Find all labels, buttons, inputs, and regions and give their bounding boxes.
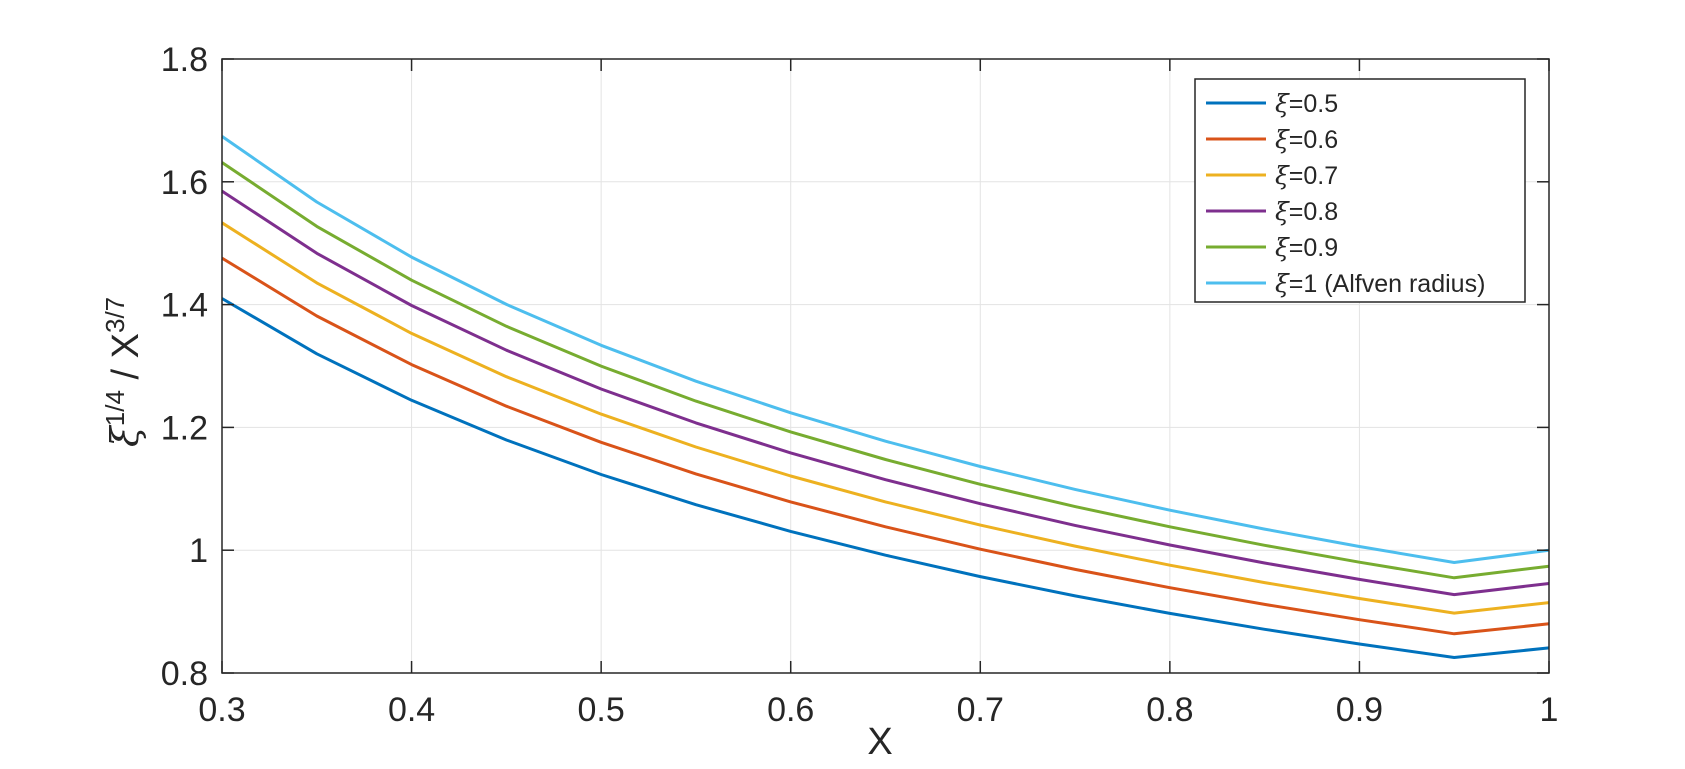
y-tick-label: 1.4 [161, 287, 208, 325]
legend-symbol: ξ [1275, 89, 1290, 118]
series-line-3 [221, 221, 1550, 615]
legend-item: ξ=0.5 [1206, 89, 1338, 118]
series-line-2 [221, 256, 1550, 636]
legend-symbol: ξ [1275, 233, 1290, 262]
legend-item: ξ=1 (Alfven radius) [1206, 269, 1485, 298]
legend-label: ξ=0.9 [1275, 233, 1338, 262]
y-tick-label: 1 [189, 532, 208, 570]
legend-label: ξ=0.7 [1275, 161, 1338, 190]
y-axis-symbol: ξ [103, 424, 147, 447]
x-tick-label: 0.9 [1336, 691, 1383, 729]
legend-symbol: ξ [1275, 125, 1290, 154]
series-line-6 [221, 135, 1550, 564]
x-tick-label: 0.8 [1146, 691, 1193, 729]
series-line-4 [221, 189, 1550, 597]
x-tick-label: 0.7 [957, 691, 1004, 729]
legend-symbol: ξ [1275, 197, 1290, 226]
x-tick-label: 0.3 [198, 691, 245, 729]
legend-name: =0.9 [1289, 234, 1338, 262]
axes-box [221, 58, 1550, 674]
y-axis-sup1: 1/4 [100, 390, 130, 426]
series-line-1 [221, 297, 1550, 659]
y-axis-divider: / X [105, 333, 147, 390]
y-axis-title: ξ1/4 / X3/7 [100, 297, 147, 447]
legend-name: =0.8 [1289, 198, 1338, 226]
x-tick-label: 0.4 [388, 691, 435, 729]
x-axis-title: X [867, 721, 892, 763]
series-layer [221, 135, 1550, 659]
legend-symbol: ξ [1275, 161, 1290, 190]
legend-label: ξ=0.8 [1275, 197, 1338, 226]
legend-item: ξ=0.8 [1206, 197, 1338, 226]
x-tick-label: 1 [1540, 691, 1559, 729]
legend-name: =1 (Alfven radius) [1289, 270, 1486, 298]
tick-labels: 0.3 0.4 0.5 0.6 0.7 0.8 0.9 1 0.8 1 1.2 1.4 1.6 1.8 [161, 41, 1559, 729]
series-line-5 [221, 161, 1550, 580]
y-tick-label: 1.2 [161, 409, 208, 447]
axes [221, 58, 1550, 674]
legend-label: ξ=0.6 [1275, 125, 1338, 154]
legend-box [1194, 78, 1526, 303]
x-tick-label: 0.6 [767, 691, 814, 729]
y-axis-sup2: 3/7 [100, 297, 130, 333]
y-tick-label: 1.6 [161, 164, 208, 202]
legend-symbol: ξ [1275, 269, 1290, 298]
legend-name: =0.5 [1289, 90, 1338, 118]
legend-label: ξ=0.5 [1275, 89, 1338, 118]
legend-item: ξ=0.7 [1206, 161, 1338, 190]
legend-item: ξ=0.9 [1206, 233, 1338, 262]
svg-text:ξ1/4 / X3/7: ξ1/4 / X3/7 [100, 297, 147, 447]
y-tick-label: 0.8 [161, 655, 208, 693]
legend-item: ξ=0.6 [1206, 125, 1338, 154]
y-tick-label: 1.8 [161, 41, 208, 79]
legend-name: =0.6 [1289, 126, 1338, 154]
legend-label: ξ=1 (Alfven radius) [1275, 269, 1485, 298]
x-tick-label: 0.5 [578, 691, 625, 729]
legend-name: =0.7 [1289, 162, 1338, 190]
legend: ξ=0.5ξ=0.6ξ=0.7ξ=0.8ξ=0.9ξ=1 (Alfven rad… [1194, 78, 1526, 303]
